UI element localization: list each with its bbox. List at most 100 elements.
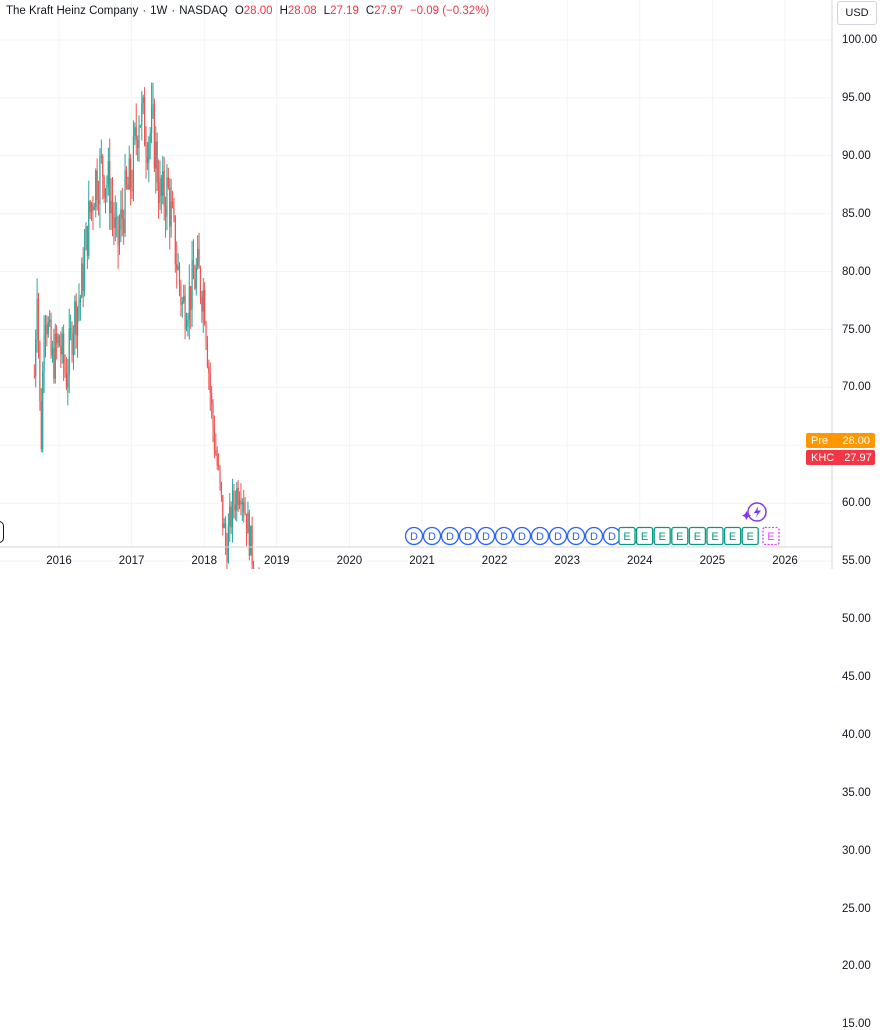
- low-value: 27.19: [330, 5, 359, 17]
- candle-body: [65, 372, 68, 388]
- earnings-marker[interactable]: E: [723, 526, 742, 546]
- candle-body: [211, 392, 213, 405]
- candle-body: [237, 488, 239, 505]
- candle-body: [195, 266, 197, 289]
- dividend-marker[interactable]: D: [404, 526, 424, 546]
- dividend-marker[interactable]: D: [440, 526, 460, 546]
- earnings-marker[interactable]: E: [635, 526, 654, 546]
- symbol-title[interactable]: The Kraft Heinz Company: [6, 5, 139, 17]
- candle-body: [85, 226, 87, 250]
- dividend-marker[interactable]: D: [548, 526, 568, 546]
- price-tick-label: 30.00: [842, 844, 871, 857]
- upcoming-earnings-marker-letter: E: [767, 531, 774, 543]
- earnings-marker-letter: E: [729, 531, 736, 543]
- currency-button[interactable]: USD: [837, 1, 877, 25]
- candle-body: [183, 295, 185, 302]
- dividend-marker[interactable]: D: [422, 526, 442, 546]
- candle-body: [110, 200, 112, 214]
- candle-body: [61, 333, 63, 355]
- exchange-label: NASDAQ: [179, 5, 228, 17]
- price-change: −0.09 (−0.32%): [409, 5, 490, 17]
- time-tick-label: 2016: [46, 555, 72, 567]
- candle-body: [227, 526, 229, 563]
- dividend-marker[interactable]: D: [530, 526, 550, 546]
- dividend-marker[interactable]: D: [494, 526, 514, 546]
- candle-body: [67, 374, 69, 388]
- candle-body: [243, 502, 245, 512]
- pre-market-label: Pre: [811, 434, 829, 447]
- candle-body: [174, 216, 176, 265]
- candle-body: [74, 301, 76, 334]
- earnings-marker[interactable]: E: [618, 526, 636, 546]
- candle-body: [50, 319, 52, 356]
- candle-body: [222, 495, 224, 528]
- candle-body: [181, 301, 183, 305]
- candle-body: [185, 326, 188, 329]
- event-markers: DDDDDDDDDDDDDEEEEEEEEE: [404, 526, 780, 546]
- candle-body: [97, 199, 100, 205]
- dividend-marker-letter: D: [590, 531, 598, 543]
- last-price-value: 27.97: [844, 451, 872, 464]
- dividend-marker[interactable]: D: [476, 526, 496, 546]
- candle-body: [72, 333, 75, 355]
- candle-body: [118, 229, 121, 246]
- earnings-marker[interactable]: E: [706, 526, 724, 546]
- candle-body: [192, 260, 195, 279]
- candle-body: [230, 506, 232, 528]
- candle-body: [35, 339, 37, 377]
- dividend-marker-letter: D: [572, 531, 580, 543]
- candle-body: [234, 504, 236, 511]
- candles: [33, 82, 260, 569]
- candle-body: [60, 345, 62, 355]
- earnings-marker[interactable]: E: [653, 526, 671, 546]
- time-tick-label: 2023: [554, 555, 580, 567]
- candle-body: [251, 525, 253, 565]
- dividend-marker[interactable]: D: [602, 526, 622, 546]
- earnings-marker[interactable]: E: [741, 526, 759, 546]
- price-tick-label: 100.00: [842, 34, 878, 46]
- price-tick-label: 15.00: [842, 1018, 871, 1030]
- earnings-marker[interactable]: E: [688, 526, 707, 546]
- candle-body: [114, 217, 116, 228]
- candle-body: [76, 308, 79, 336]
- candle-body: [219, 466, 221, 483]
- candle-body: [64, 363, 66, 373]
- candle-body: [104, 188, 107, 199]
- dividend-marker[interactable]: D: [566, 526, 586, 546]
- candle-body: [160, 178, 162, 196]
- candle-body: [187, 319, 189, 327]
- candle-body: [125, 170, 128, 185]
- ticker-label: KHC: [811, 451, 835, 464]
- candle-body: [137, 139, 139, 149]
- earnings-marker[interactable]: E: [671, 526, 689, 546]
- candle-body: [223, 523, 225, 528]
- candle-body: [208, 366, 210, 374]
- earnings-marker-letter: E: [711, 531, 718, 543]
- price-tick-label: 50.00: [842, 613, 871, 625]
- interval-label[interactable]: 1W: [150, 5, 168, 17]
- earnings-marker-letter: E: [676, 531, 683, 543]
- collapse-handle[interactable]: [0, 521, 4, 543]
- candle-body: [194, 278, 196, 289]
- candle-body: [107, 161, 109, 185]
- candle-body: [198, 249, 200, 269]
- candle-body: [134, 127, 136, 136]
- candle-body: [229, 506, 231, 527]
- candle-body: [117, 217, 119, 246]
- candle-body: [169, 187, 171, 227]
- candle-body: [252, 564, 255, 569]
- dividend-marker[interactable]: D: [458, 526, 478, 546]
- lightning-icon[interactable]: [742, 502, 767, 522]
- dividend-marker[interactable]: D: [512, 526, 532, 546]
- price-tick-label: 80.00: [842, 265, 871, 278]
- candle-body: [236, 488, 238, 511]
- upcoming-earnings-marker[interactable]: E: [762, 526, 780, 546]
- earnings-marker-letter: E: [641, 531, 648, 543]
- high-value: 28.08: [287, 5, 317, 17]
- price-chart[interactable]: DDDDDDDDDDDDDEEEEEEEEE: [0, 0, 886, 569]
- candle-body: [197, 249, 199, 267]
- candle-body: [204, 289, 206, 324]
- candle-body: [37, 298, 40, 342]
- dividend-marker[interactable]: D: [584, 526, 604, 546]
- candle-body: [191, 260, 193, 310]
